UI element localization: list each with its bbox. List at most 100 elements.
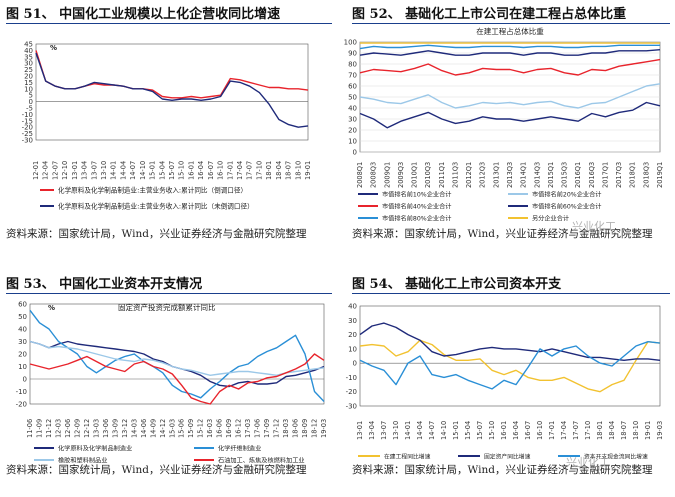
y-tick-label: 0 bbox=[29, 98, 33, 106]
x-tick-label: 17-10 bbox=[255, 161, 263, 180]
x-tick-label: 16-04 bbox=[512, 421, 520, 440]
x-tick-label: 18-04 bbox=[275, 161, 283, 180]
x-tick-label: 2017Q3 bbox=[615, 162, 623, 188]
x-tick-label: 2012Q1 bbox=[465, 162, 473, 188]
chart-construction-share: 0 10 20 30 40 50 60 70 80 90 100 2008Q1 2008Q3 2009Q1… bbox=[344, 26, 664, 223]
y-tick-label: 20 bbox=[24, 73, 33, 81]
x-tick-label: 15-12 bbox=[197, 419, 205, 438]
y-tick-label: -25 bbox=[22, 130, 33, 138]
title-rule bbox=[6, 293, 332, 294]
x-tick-label: 2019Q1 bbox=[656, 162, 664, 188]
x-tick-label: 15-09 bbox=[187, 419, 195, 438]
plot-frame bbox=[29, 303, 325, 405]
y-tick-label: 40 bbox=[348, 303, 357, 311]
x-tick-label: 18-01 bbox=[596, 421, 604, 440]
panel-revenue-growth: 图 51、 中国化工业规模以上化企营收同比增速 -30 -25 -20 -15 -10-… bbox=[0, 0, 337, 248]
x-tick-label: 11-09 bbox=[35, 419, 43, 438]
x-tick-label: 11-12 bbox=[45, 419, 53, 438]
x-tick-label: 13-10 bbox=[100, 161, 108, 180]
y-tick-label: -20 bbox=[16, 401, 27, 409]
legend-label: 市值排名前40%企业合计 bbox=[382, 203, 451, 211]
x-tick-label: 17-01 bbox=[548, 421, 556, 440]
legend-label: 市值排名前10%企业合计 bbox=[382, 191, 451, 199]
legend-label: 在建工程同比增速 bbox=[384, 453, 431, 461]
series-line bbox=[35, 50, 309, 99]
y-tick-label: -30 bbox=[22, 137, 33, 145]
x-tick-label: 2016Q3 bbox=[588, 162, 596, 188]
x-tick-label: 2010Q1 bbox=[411, 162, 419, 188]
x-tick-label: 16-07 bbox=[207, 161, 215, 180]
x-tick-label: 14-10 bbox=[440, 421, 448, 440]
title-rule bbox=[6, 23, 332, 24]
x-tick-label: 16-04 bbox=[197, 161, 205, 180]
panel-industry-capex: 图 53、 中国化工业资本开支情况 -20 -10 0 10 20 30 40 50 60 11-… bbox=[0, 270, 337, 497]
x-tick-label: 19-01 bbox=[644, 421, 652, 440]
y-tick-label: 35 bbox=[24, 53, 33, 61]
x-tick-label: 15-01 bbox=[149, 161, 157, 180]
x-tick-label: 14-01 bbox=[404, 421, 412, 440]
x-tick-label: 2011Q3 bbox=[451, 162, 459, 188]
x-tick-label: 18-09 bbox=[301, 419, 309, 438]
series-line bbox=[359, 83, 661, 109]
series-line bbox=[359, 341, 661, 390]
x-tick-label: 2018Q3 bbox=[642, 162, 650, 188]
x-tick-label: 17-03 bbox=[244, 419, 252, 438]
x-tick-label: 13-12 bbox=[121, 419, 129, 438]
x-tick-label: 14-04 bbox=[119, 161, 127, 180]
legend-label: 市值排名前60%企业合计 bbox=[532, 203, 601, 211]
x-tick-label: 14-07 bbox=[428, 421, 436, 440]
x-tick-label: 18-10 bbox=[632, 421, 640, 440]
watermark-top: 兴业化工 bbox=[572, 220, 616, 233]
x-tick-label: 14-07 bbox=[129, 161, 137, 180]
x-tick-label: 18-03 bbox=[282, 419, 290, 438]
x-tick-label: 2012Q3 bbox=[479, 162, 487, 188]
x-tick-label: 13-01 bbox=[71, 161, 79, 180]
panel-title: 图 54、 基础化工上市公司资本开支 bbox=[352, 277, 562, 292]
y-tick-label: 40 bbox=[18, 326, 27, 334]
x-tick-label: 12-07 bbox=[51, 161, 59, 180]
x-tick-label: 17-01 bbox=[226, 161, 234, 180]
chart-title: 固定资产投资完成额累计同比 bbox=[118, 302, 216, 312]
x-tick-label: 2011Q1 bbox=[438, 162, 446, 188]
title-rule bbox=[352, 293, 670, 294]
y-tick-label: -20 bbox=[22, 124, 33, 132]
x-tick-label: 18-07 bbox=[620, 421, 628, 440]
legend-label: 橡胶和塑料制品业 bbox=[58, 457, 108, 465]
x-tick-label: 12-09 bbox=[73, 419, 81, 438]
y-tick-label: 60 bbox=[18, 301, 27, 309]
chart-listed-capex: -30 -20 -10 0 10 20 30 40 13-01 13-04 13-07 13-10 14… bbox=[346, 303, 664, 461]
x-tick-label: 2008Q1 bbox=[356, 162, 364, 188]
x-tick-label: 2009Q3 bbox=[397, 162, 405, 188]
x-tick-label: 15-07 bbox=[168, 161, 176, 180]
x-tick-label: 14-09 bbox=[149, 419, 157, 438]
series-line bbox=[29, 340, 325, 377]
y-tick-label: 20 bbox=[348, 331, 357, 339]
x-tick-label: 13-07 bbox=[90, 161, 98, 180]
series-line bbox=[359, 101, 661, 129]
y-tick-label: 10 bbox=[18, 363, 27, 371]
x-tick-label: 15-01 bbox=[452, 421, 460, 440]
series-line bbox=[29, 353, 325, 405]
y-tick-label: 10 bbox=[348, 138, 357, 146]
x-tick-label: 2018Q1 bbox=[629, 162, 637, 188]
legend-label: 化学原料及化学制品制造业:主营业务收入:累计同比（未倒调口径） bbox=[58, 202, 254, 211]
x-tick-label: 16-10 bbox=[536, 421, 544, 440]
x-tick-label: 13-04 bbox=[81, 161, 89, 180]
y-tick-label: -20 bbox=[346, 388, 357, 396]
x-tick-label: 14-12 bbox=[159, 419, 167, 438]
y-tick-label: 40 bbox=[24, 47, 33, 55]
x-tick-label: 12-06 bbox=[64, 419, 72, 438]
source-note: 资料来源：国家统计局，Wind，兴业证券经济与金融研究院整理 bbox=[352, 464, 653, 476]
series-line bbox=[359, 339, 661, 393]
x-tick-label: 14-03 bbox=[130, 419, 138, 438]
x-tick-label: 16-10 bbox=[217, 161, 225, 180]
unit-label: % bbox=[50, 44, 57, 52]
y-tick-label: 30 bbox=[348, 116, 357, 124]
plot-frame bbox=[359, 305, 661, 407]
y-tick-label: 30 bbox=[348, 317, 357, 325]
x-tick-label: 12-04 bbox=[42, 161, 50, 180]
x-tick-label: 16-01 bbox=[500, 421, 508, 440]
y-tick-label: 5 bbox=[29, 92, 33, 100]
legend-label: 市值排名前80%企业合计 bbox=[382, 215, 451, 223]
